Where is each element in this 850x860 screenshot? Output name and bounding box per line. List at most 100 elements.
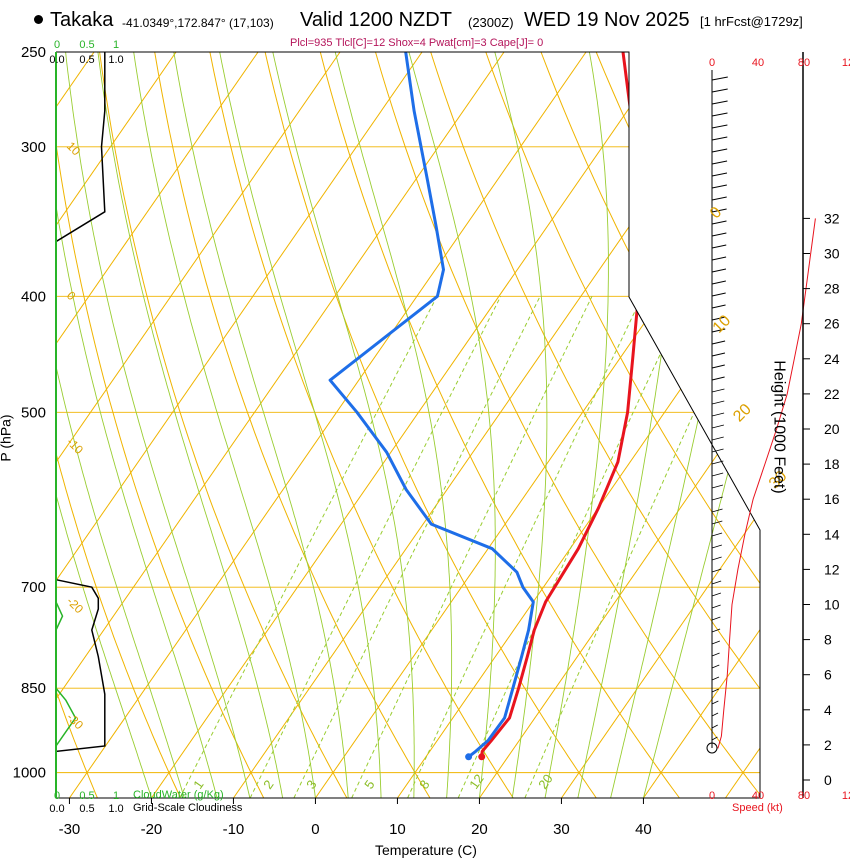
wind-barb-icon	[711, 448, 724, 453]
moist-adiabat-line	[56, 52, 152, 798]
dry-adiabat-line	[56, 52, 182, 798]
wind-barb-icon	[711, 640, 720, 645]
moist-adiabat-line	[65, 52, 251, 798]
mixing-ratio-label: 3	[303, 777, 319, 792]
wind-barb-icon	[711, 580, 722, 585]
moist-adiabat-line	[334, 52, 453, 798]
speed-scale-label: 40	[752, 790, 764, 802]
mixing-ratio-line	[351, 296, 593, 798]
mixing-ratio-line	[293, 296, 541, 798]
wind-barb-icon	[711, 628, 721, 633]
height-tick-label: 2	[824, 737, 832, 753]
station-name: Takaka	[50, 9, 114, 31]
speed-scale-label: 0	[709, 57, 715, 69]
utc-time: (2300Z)	[468, 15, 514, 30]
wind-barb-icon	[711, 520, 723, 525]
pressure-tick-label: 1000	[13, 765, 46, 782]
speed-scale-label: 0	[709, 790, 715, 802]
temperature-tick-label: 40	[635, 821, 652, 838]
isotherm-line	[56, 52, 259, 798]
moist-adiabat-line	[56, 52, 185, 798]
height-tick-label: 32	[824, 210, 840, 226]
moist-adiabat-line	[642, 52, 760, 798]
dewpoint-line	[328, 52, 535, 758]
temperature-tick-label: -30	[59, 821, 81, 838]
isotherm-line	[479, 52, 760, 798]
height-tick-label: 4	[824, 702, 832, 718]
height-tick-label: 20	[824, 421, 840, 437]
wind-barb-icon	[711, 244, 727, 249]
cloudiness-scale-label: 0.0	[49, 54, 64, 66]
pressure-tick-label: 850	[21, 680, 46, 697]
isotherm-label: 10	[64, 139, 84, 159]
dry-adiabat-line	[650, 52, 760, 798]
isotherm-line	[56, 52, 95, 798]
moist-adiabat-line	[408, 52, 496, 798]
temperature-tick-label: -10	[223, 821, 245, 838]
height-tick-label: 22	[824, 386, 840, 402]
wind-barb-icon	[711, 472, 724, 477]
height-tick-label: 28	[824, 281, 840, 297]
height-tick-label: 26	[824, 316, 840, 332]
cloud-water-scale-label: 0	[54, 39, 60, 51]
isotherm-label: -20	[64, 594, 86, 616]
wind-barb-icon	[711, 376, 725, 381]
dry-adiabat-line	[375, 52, 760, 798]
wind-barb-icon	[711, 616, 721, 621]
pressure-tick-label: 250	[21, 44, 46, 61]
height-tick-label: 14	[824, 526, 840, 542]
temperature-tick-label: 10	[389, 821, 406, 838]
wind-barb-icon	[711, 736, 718, 741]
dry-adiabat-line	[56, 52, 265, 798]
dry-adiabat-line	[99, 52, 348, 798]
height-tick-label: 12	[824, 561, 840, 577]
wind-barb-icon	[711, 136, 728, 141]
header-bar: Takaka -41.0349°,172.847° (17,103) Valid…	[0, 0, 850, 50]
wind-barb-icon	[711, 100, 728, 105]
station-dot-icon	[34, 15, 43, 24]
plot-frame	[55, 51, 761, 799]
moist-adiabat-line	[97, 52, 284, 798]
isotherm-line	[56, 52, 341, 798]
forecast-info: [1 hrFcst@1729z]	[700, 14, 803, 29]
moist-adiabat-line	[56, 52, 218, 798]
wind-barb-icon	[711, 124, 728, 129]
isotherm-line	[561, 52, 760, 798]
height-tick-label: 6	[824, 667, 832, 683]
wind-barb-icon	[711, 484, 724, 489]
cloud-water-scale-label: 0.5	[79, 790, 94, 802]
temperature-tick-label: 30	[553, 821, 570, 838]
wind-barb-icon	[711, 364, 725, 369]
moist-adiabat-line	[173, 52, 349, 798]
height-tick-label: 24	[824, 351, 840, 367]
pressure-tick-label: 300	[21, 139, 46, 156]
cloud-water-scale-label: 0	[54, 790, 60, 802]
speed-scale-label: 80	[798, 57, 810, 69]
wind-barb-icon	[711, 496, 723, 501]
surface-temperature-point	[478, 753, 486, 761]
speed-scale-label: 12	[842, 790, 850, 802]
wind-barb-icon	[711, 388, 725, 393]
cloud-water-scale-label: 1	[113, 39, 119, 51]
valid-time: Valid 1200 NZDT	[300, 9, 452, 31]
height-tick-label: 10	[824, 597, 840, 613]
temperature-tick-label: -20	[141, 821, 163, 838]
wind-barb-icon	[711, 352, 726, 357]
height-tick-label: 16	[824, 491, 840, 507]
mixing-ratio-label: 8	[416, 777, 432, 792]
mixing-ratio-label: 2	[260, 777, 276, 792]
isotherm-label: 10	[710, 312, 735, 337]
wind-barb-icon	[711, 568, 722, 573]
mixing-ratio-label: 20	[535, 771, 556, 791]
moist-adiabat-line	[544, 52, 609, 798]
x-axis-label: Temperature (C)	[375, 842, 477, 858]
wind-barb-icon	[711, 88, 728, 93]
pressure-tick-label: 500	[21, 404, 46, 421]
wind-barb-icon	[711, 292, 726, 297]
wind-barb-icon	[711, 652, 720, 657]
wind-barb-icon	[711, 316, 726, 321]
isotherm-line	[56, 52, 423, 798]
y-axis-label: P (hPa)	[0, 414, 14, 461]
wind-barb-icon	[711, 184, 727, 189]
cloud-water-scale-label: 1	[113, 790, 119, 802]
